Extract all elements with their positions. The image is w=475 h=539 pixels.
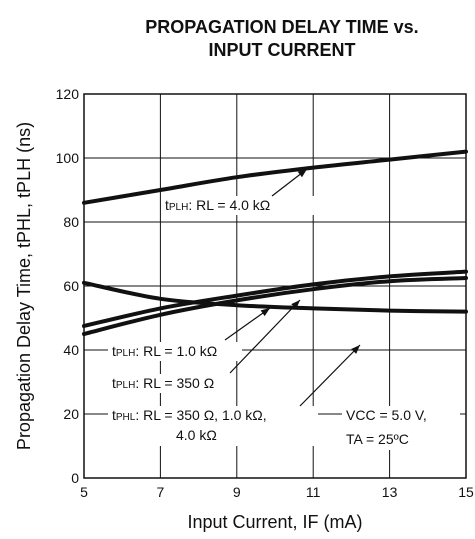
leader-tplh-350 xyxy=(229,299,301,374)
y-tick-labels: 0 20 40 60 80 100 120 xyxy=(56,86,80,486)
x-tick-label: 15 xyxy=(458,484,474,500)
y-axis-label: Propagation Delay Time, tPHL, tPLH (ns) xyxy=(14,122,34,450)
condition-ta: TA = 25ºC xyxy=(346,431,409,447)
y-tick-label: 120 xyxy=(56,86,80,102)
plot-frame xyxy=(83,93,467,479)
y-tick-label: 0 xyxy=(71,470,79,486)
label-tplh-4k: tPLH: RL = 4.0 kΩ xyxy=(165,197,270,213)
y-tick-label: 60 xyxy=(63,278,79,294)
label-background-2 xyxy=(108,342,242,361)
label-background-5 xyxy=(342,406,460,450)
chart-title-line-2: INPUT CURRENT xyxy=(209,40,356,60)
chart-title-line-1: PROPAGATION DELAY TIME vs. xyxy=(145,17,418,37)
label-tplh-1k: tPLH: RL = 1.0 kΩ xyxy=(112,343,217,359)
x-tick-label: 13 xyxy=(382,484,398,500)
arrowhead-2 xyxy=(260,308,270,317)
label-background-3 xyxy=(108,374,234,393)
y-tick-label: 20 xyxy=(63,406,79,422)
series-curves xyxy=(82,149,468,336)
x-tick-label: 5 xyxy=(80,484,88,500)
series-line-1 xyxy=(82,149,468,205)
leader-tphl-all xyxy=(299,344,361,407)
label-tphl-all-line-2: 4.0 kΩ xyxy=(176,427,217,443)
label-background-4 xyxy=(108,406,318,446)
series-line-2 xyxy=(82,269,468,328)
y-tick-label: 40 xyxy=(63,342,79,358)
x-tick-label: 7 xyxy=(157,484,165,500)
leader-tplh-1k xyxy=(224,307,271,341)
x-tick-label: 11 xyxy=(306,484,321,500)
x-axis-label: Input Current, IF (mA) xyxy=(187,512,362,532)
x-tick-labels: 5 7 9 11 13 15 xyxy=(80,484,474,500)
series-line-3 xyxy=(82,276,468,336)
leader-lines xyxy=(224,168,361,407)
condition-vcc: VCC = 5.0 V, xyxy=(346,407,427,423)
y-tick-label: 100 xyxy=(56,150,80,166)
y-tick-label: 80 xyxy=(63,214,79,230)
label-background-1 xyxy=(161,196,321,215)
arrowhead-3 xyxy=(291,300,300,309)
label-tphl-all: tPHL: RL = 350 Ω, 1.0 kΩ, xyxy=(112,407,267,423)
label-backgrounds xyxy=(108,196,460,450)
label-tplh-350: tPLH: RL = 350 Ω xyxy=(112,375,214,391)
arrowhead-4 xyxy=(351,345,360,354)
x-tick-label: 9 xyxy=(233,484,241,500)
arrowhead-1 xyxy=(297,169,307,178)
series-line-4 xyxy=(82,280,468,314)
